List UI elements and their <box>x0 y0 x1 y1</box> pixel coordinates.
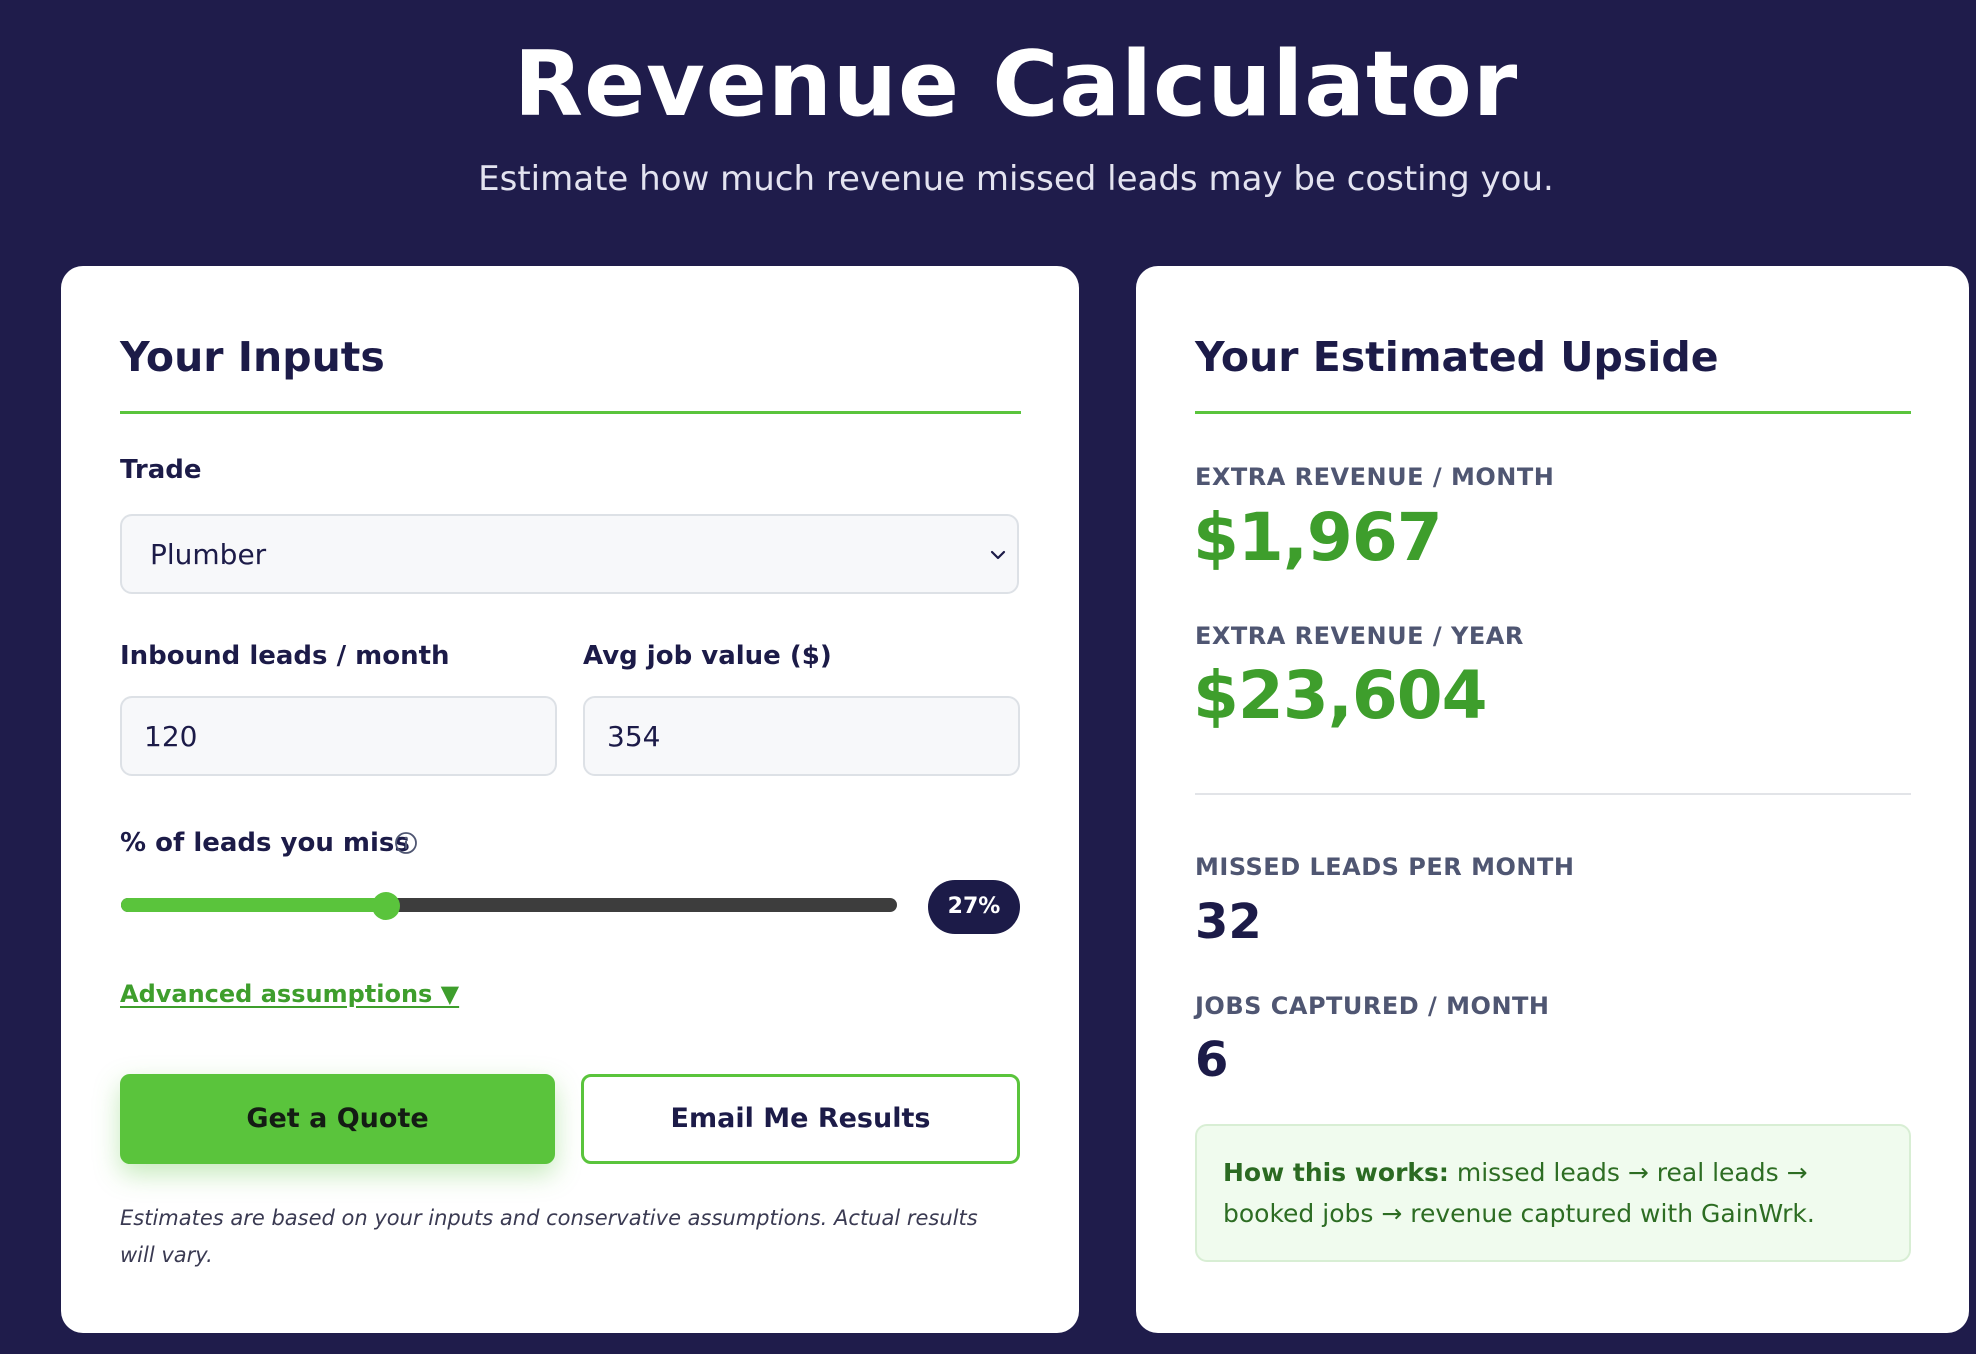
inputs-card-title: Your Inputs <box>120 333 385 381</box>
miss-percent-slider-thumb[interactable] <box>372 892 401 920</box>
miss-percent-label: % of leads you miss <box>120 828 410 858</box>
job-value-label: Avg job value ($) <box>583 641 832 671</box>
leads-input-value: 120 <box>144 720 198 753</box>
inputs-title-rule <box>120 411 1021 414</box>
how-it-works-text: missed leads → real leads → booked jobs … <box>1223 1158 1815 1228</box>
leads-input[interactable]: 120 <box>120 696 557 776</box>
results-title-rule <box>1195 411 1911 414</box>
inputs-card: Your Inputs Trade Plumber Inbound leads … <box>61 266 1079 1333</box>
how-it-works-box: How this works: missed leads → real lead… <box>1195 1124 1911 1262</box>
missed-leads-label: MISSED LEADS PER MONTH <box>1195 853 1575 881</box>
trade-label: Trade <box>120 455 202 485</box>
missed-leads-value: 32 <box>1195 894 1262 950</box>
job-value-input[interactable]: 354 <box>583 696 1020 776</box>
page-subtitle: Estimate how much revenue missed leads m… <box>478 159 1554 199</box>
miss-percent-slider-fill <box>121 898 387 912</box>
extra-revenue-month-label: EXTRA REVENUE / MONTH <box>1195 463 1555 491</box>
email-results-button[interactable]: Email Me Results <box>581 1074 1020 1164</box>
disclaimer-text: Estimates are based on your inputs and c… <box>120 1206 978 1267</box>
extra-revenue-month-value: $1,967 <box>1193 499 1443 576</box>
results-card: Your Estimated Upside EXTRA REVENUE / MO… <box>1136 266 1969 1333</box>
chevron-down-icon <box>990 550 1006 560</box>
results-card-title: Your Estimated Upside <box>1195 333 1719 381</box>
leads-label: Inbound leads / month <box>120 641 450 671</box>
extra-revenue-year-value: $23,604 <box>1193 657 1488 734</box>
trade-select[interactable]: Plumber <box>120 514 1019 594</box>
trade-select-value: Plumber <box>150 538 267 571</box>
page-title: Revenue Calculator <box>513 32 1519 137</box>
miss-percent-badge: 27% <box>928 880 1020 934</box>
jobs-captured-label: JOBS CAPTURED / MONTH <box>1195 992 1550 1020</box>
jobs-captured-value: 6 <box>1195 1032 1229 1088</box>
job-value-input-value: 354 <box>607 720 661 753</box>
info-icon[interactable] <box>394 831 418 855</box>
extra-revenue-year-label: EXTRA REVENUE / YEAR <box>1195 622 1524 650</box>
results-divider <box>1195 793 1911 795</box>
miss-percent-slider[interactable] <box>121 898 897 912</box>
how-it-works-heading: How this works: <box>1223 1158 1449 1187</box>
get-quote-button[interactable]: Get a Quote <box>120 1074 555 1164</box>
advanced-assumptions-toggle[interactable]: Advanced assumptions ▼ <box>120 980 460 1008</box>
